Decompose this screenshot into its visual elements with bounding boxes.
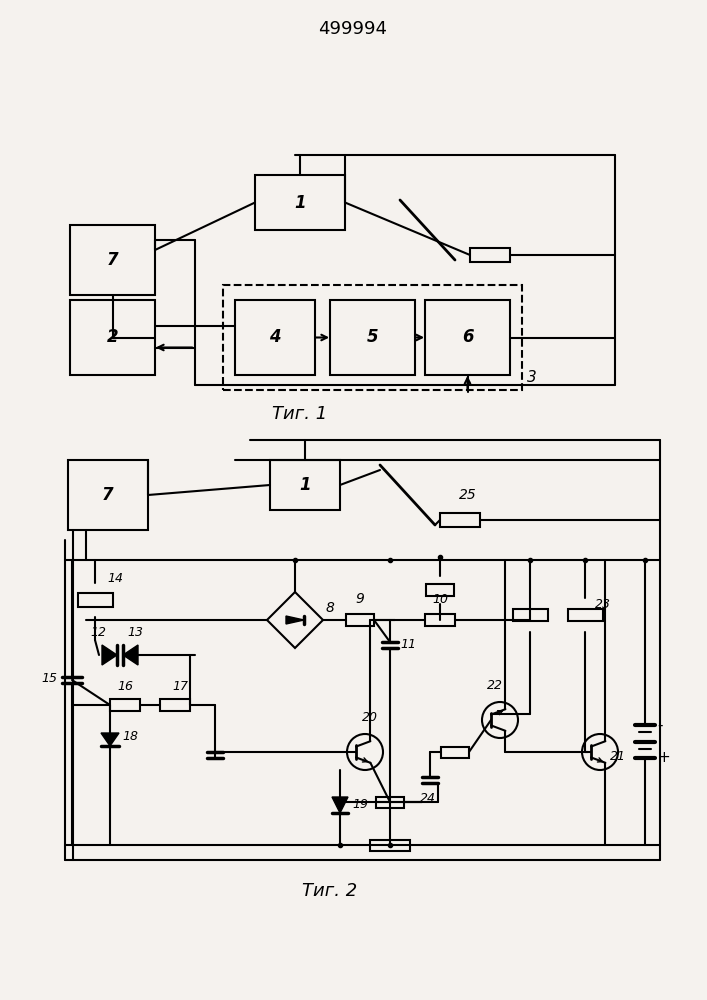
Bar (513, 609, 547, 621)
Bar (223, 285, 522, 390)
Text: 15: 15 (41, 672, 57, 684)
Bar (330, 300, 415, 375)
Text: 21: 21 (610, 750, 626, 764)
Text: 6: 6 (462, 328, 473, 347)
Text: 22: 22 (487, 679, 503, 692)
Bar (470, 248, 510, 262)
Bar (441, 746, 469, 758)
Bar (78, 593, 112, 607)
Bar (255, 175, 345, 230)
Text: 3: 3 (527, 370, 537, 385)
Text: 1: 1 (294, 194, 306, 212)
Text: 14: 14 (107, 572, 123, 584)
Bar (110, 699, 140, 711)
Polygon shape (332, 797, 348, 813)
Text: Τиг. 1: Τиг. 1 (272, 405, 327, 423)
Bar (235, 300, 315, 375)
Bar (568, 609, 602, 621)
Text: 2: 2 (107, 328, 118, 347)
Text: 17: 17 (172, 680, 188, 693)
Text: 23: 23 (595, 598, 611, 611)
Text: 10: 10 (432, 593, 448, 606)
Bar (346, 614, 374, 626)
Text: Τиг. 2: Τиг. 2 (303, 882, 358, 900)
Text: 4: 4 (269, 328, 281, 347)
Text: 20: 20 (362, 711, 378, 724)
Text: 9: 9 (356, 592, 364, 606)
Bar (68, 460, 148, 530)
Text: 24: 24 (420, 792, 436, 805)
Text: 11: 11 (400, 639, 416, 652)
Text: 1: 1 (299, 476, 311, 494)
Text: 25: 25 (459, 488, 477, 502)
Text: 7: 7 (103, 486, 114, 504)
Text: 13: 13 (127, 626, 143, 639)
Text: 16: 16 (117, 680, 133, 693)
Text: 19: 19 (352, 798, 368, 812)
Text: +: + (657, 750, 670, 766)
Bar (376, 796, 404, 808)
Bar (160, 699, 190, 711)
Text: 7: 7 (107, 251, 118, 269)
Text: 5: 5 (367, 328, 378, 347)
Bar (70, 225, 155, 295)
Bar (425, 614, 455, 626)
Bar (370, 840, 410, 850)
Text: 12: 12 (90, 626, 106, 639)
Polygon shape (101, 733, 119, 746)
Polygon shape (102, 645, 117, 665)
Bar (425, 300, 510, 375)
Bar (440, 513, 480, 527)
Text: 8: 8 (326, 601, 335, 615)
Bar (70, 300, 155, 375)
Polygon shape (286, 616, 304, 624)
Text: 18: 18 (122, 730, 138, 744)
Polygon shape (123, 645, 138, 665)
Text: 499994: 499994 (318, 20, 387, 38)
Bar (270, 460, 340, 510)
Text: -: - (657, 718, 662, 732)
Bar (426, 584, 454, 596)
